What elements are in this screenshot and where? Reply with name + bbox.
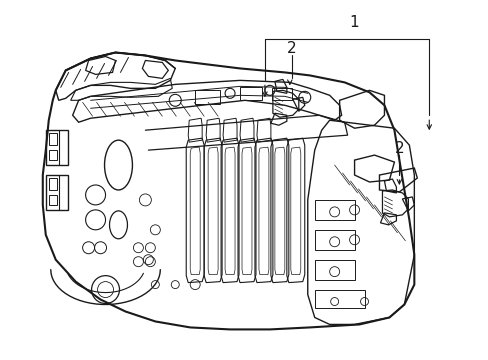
Bar — [195, 90, 220, 104]
Bar — [49, 133, 57, 145]
Bar — [314, 289, 364, 307]
Bar — [46, 130, 67, 165]
Bar — [314, 260, 354, 280]
Bar — [46, 175, 67, 210]
Bar — [314, 200, 354, 220]
Text: 1: 1 — [349, 15, 359, 30]
Bar — [240, 87, 262, 100]
Bar — [49, 178, 57, 190]
Bar — [314, 230, 354, 250]
Bar — [271, 88, 291, 100]
Polygon shape — [42, 53, 413, 329]
Text: 2: 2 — [394, 141, 404, 156]
Text: 2: 2 — [286, 41, 296, 56]
Bar — [49, 195, 57, 205]
Bar — [49, 150, 57, 160]
